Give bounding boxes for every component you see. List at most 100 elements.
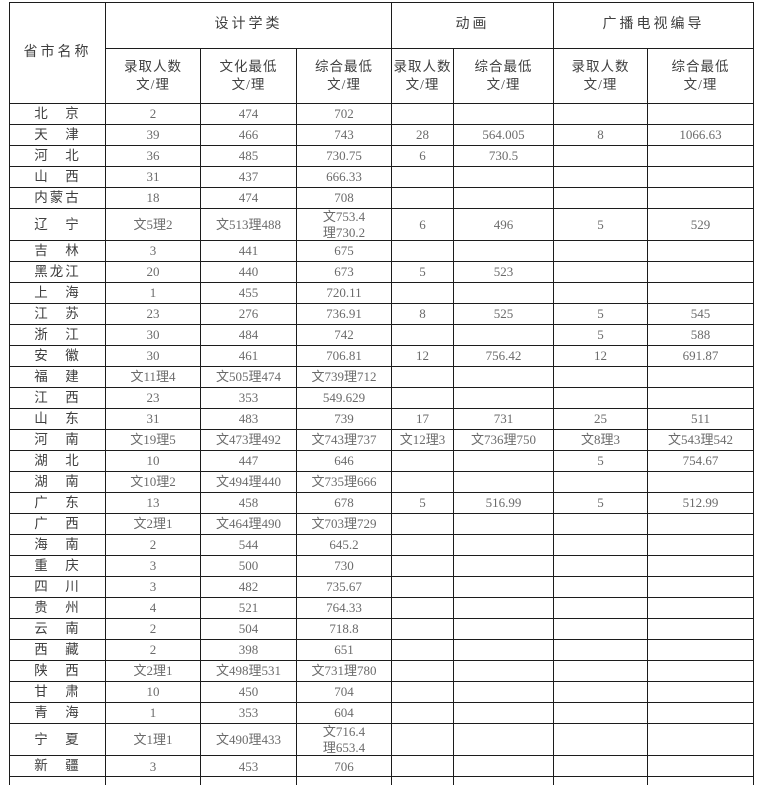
- value-cell: 6: [391, 145, 454, 167]
- value-cell: 文473理492: [200, 429, 297, 452]
- value-cell: 31: [105, 408, 201, 431]
- value-cell: 文490理433: [200, 723, 297, 757]
- value-cell: 742: [296, 324, 392, 347]
- table-row: 广 东 13 458 678 5 516.99 5 512.99: [9, 492, 754, 515]
- value-cell: 675: [296, 240, 392, 263]
- value-cell: [391, 681, 454, 704]
- value-cell: 720.11: [296, 282, 392, 305]
- subheader-animation-composite-min: 综合最低 文/理: [453, 48, 554, 104]
- value-cell: [553, 166, 648, 188]
- value-cell: [647, 145, 754, 167]
- value-cell: 353: [200, 702, 297, 725]
- table-row: 辽 宁文5理2 文513理488 文753.4 理730.2 6 496 5 529: [9, 207, 754, 242]
- province-name: 广 西: [9, 513, 106, 536]
- value-cell: 447: [200, 450, 297, 473]
- value-cell: 5: [553, 492, 648, 515]
- province-name: 青 海: [9, 702, 106, 725]
- table-row: 内蒙古 18 474 708: [9, 187, 754, 209]
- value-cell: [391, 166, 454, 188]
- value-cell: [391, 513, 454, 536]
- value-cell: [553, 145, 648, 167]
- table-row: 江 苏 23 276 736.91 8 525 5 545: [9, 303, 754, 326]
- value-cell: 文731理780: [296, 660, 392, 683]
- value-cell: [453, 240, 554, 263]
- value-cell: 文543理542: [647, 429, 754, 452]
- value-cell: 441: [200, 240, 297, 263]
- value-cell: 文11理4: [105, 366, 201, 389]
- value-cell: 706: [296, 755, 392, 778]
- value-cell: [553, 702, 648, 725]
- value-cell: 730.5: [453, 145, 554, 167]
- value-cell: [453, 755, 554, 778]
- value-cell: 文1理1: [105, 723, 201, 757]
- province-name: 黑龙江: [9, 261, 106, 284]
- value-cell: [391, 103, 454, 125]
- value-cell: [453, 471, 554, 494]
- value-cell: 525: [453, 303, 554, 326]
- value-cell: 1: [105, 702, 201, 725]
- value-cell: [453, 187, 554, 209]
- table-row: 福 建文11理4 文505理474 文739理712: [9, 366, 754, 389]
- value-cell: [647, 618, 754, 641]
- value-cell: [647, 776, 754, 785]
- value-cell: [453, 513, 554, 536]
- value-cell: [553, 103, 648, 125]
- value-cell: [453, 702, 554, 725]
- value-cell: [453, 681, 554, 704]
- subheader-design-admitted: 录取人数 文/理: [105, 48, 201, 104]
- value-cell: 5: [553, 324, 648, 347]
- value-cell: [391, 534, 454, 557]
- value-cell: [391, 471, 454, 494]
- value-cell: 文716.4 理653.4: [296, 723, 392, 757]
- value-cell: [391, 450, 454, 473]
- value-cell: 2: [105, 639, 201, 662]
- value-cell: [553, 576, 648, 599]
- value-cell: 5: [553, 207, 648, 242]
- province-name: 西 藏: [9, 639, 106, 662]
- value-cell: 730: [296, 555, 392, 578]
- group-header-broadcast: 广播电视编导: [553, 2, 754, 49]
- province-name: 福 建: [9, 366, 106, 389]
- value-cell: [647, 282, 754, 305]
- value-cell: 文494理440: [200, 471, 297, 494]
- value-cell: [553, 755, 648, 778]
- value-cell: 730.75: [296, 145, 392, 167]
- value-cell: 文703理729: [296, 513, 392, 536]
- value-cell: [553, 660, 648, 683]
- table-row: 广 西文2理1 文464理490 文703理729: [9, 513, 754, 536]
- value-cell: 516.99: [453, 492, 554, 515]
- value-cell: 文2理1: [105, 660, 201, 683]
- value-cell: 545: [647, 303, 754, 326]
- value-cell: 文464理490: [200, 513, 297, 536]
- value-cell: [453, 387, 554, 410]
- province-name: 海 南: [9, 534, 106, 557]
- value-cell: 521: [200, 597, 297, 620]
- table-row: 西 藏 2 398 651: [9, 639, 754, 662]
- table-row: 贵 州 4 521 764.33: [9, 597, 754, 620]
- partial-row: [9, 776, 754, 785]
- value-cell: 666.33: [296, 166, 392, 188]
- value-cell: [647, 261, 754, 284]
- value-cell: [391, 555, 454, 578]
- value-cell: 461: [200, 345, 297, 368]
- value-cell: 36: [105, 145, 201, 167]
- value-cell: [647, 187, 754, 209]
- value-cell: [453, 618, 554, 641]
- table-row: 黑龙江 20 440 673 5 523: [9, 261, 754, 284]
- value-cell: [647, 513, 754, 536]
- value-cell: 文735理666: [296, 471, 392, 494]
- value-cell: 5: [391, 261, 454, 284]
- province-name: 江 苏: [9, 303, 106, 326]
- value-cell: [391, 576, 454, 599]
- value-cell: 文5理2: [105, 207, 201, 242]
- value-cell: 13: [105, 492, 201, 515]
- value-cell: 588: [647, 324, 754, 347]
- value-cell: [553, 282, 648, 305]
- table-row: 甘 肃 10 450 704: [9, 681, 754, 704]
- value-cell: 文513理488: [200, 207, 297, 242]
- value-cell: [647, 702, 754, 725]
- value-cell: [647, 534, 754, 557]
- value-cell: [647, 681, 754, 704]
- group-header-animation: 动画: [391, 2, 554, 49]
- table-row: 河 北 36 485 730.75 6 730.5: [9, 145, 754, 167]
